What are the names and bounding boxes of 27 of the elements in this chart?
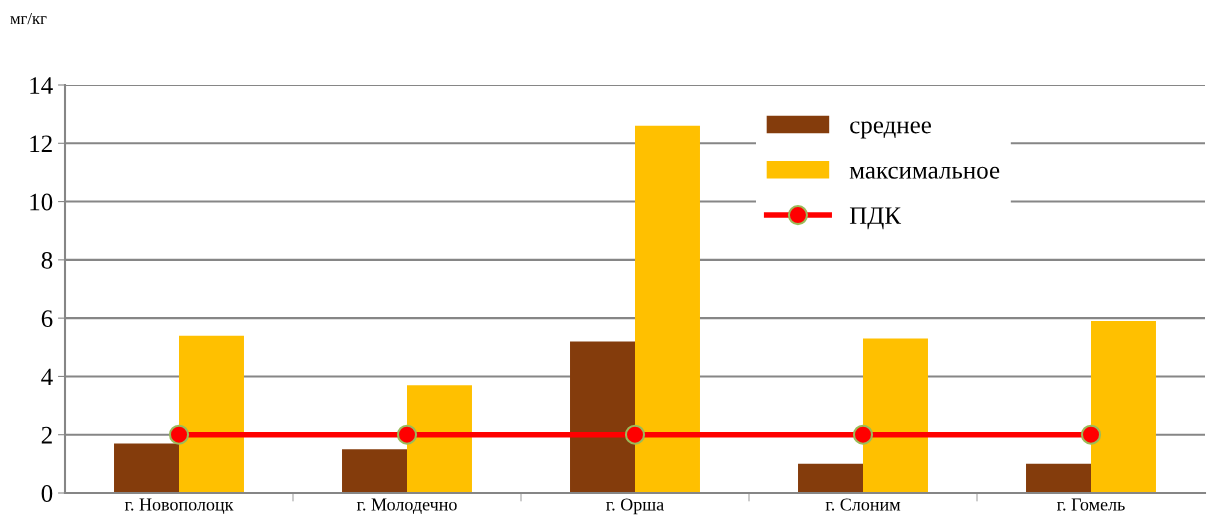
bar [1026, 463, 1091, 493]
bar [798, 463, 863, 493]
bar [114, 443, 179, 493]
x-tick-label: г. Молодечно [356, 498, 457, 514]
y-tick-label: 6 [41, 310, 53, 328]
x-tick-label: г. Гомель [1057, 498, 1125, 511]
bar [1091, 321, 1156, 493]
bar [179, 335, 244, 493]
bar [863, 338, 928, 493]
bar [407, 385, 472, 493]
y-tick-label: 10 [30, 193, 53, 211]
bar [570, 341, 635, 493]
bar [635, 125, 700, 493]
y-tick-label: 0 [41, 485, 53, 502]
bar [342, 449, 407, 493]
y-tick-label: 14 [30, 77, 53, 94]
legend-label: среднее [850, 121, 931, 139]
legend-label: ПДК [849, 207, 902, 230]
legend-label: максимальное [849, 166, 1000, 179]
y-tick-label: 12 [30, 135, 52, 152]
x-tick-label: г. Орша [606, 498, 664, 515]
x-tick-label: г. Слоним [825, 498, 901, 511]
y-tick-label: 8 [41, 251, 53, 269]
y-tick-label: 2 [41, 426, 52, 444]
y-tick-label: 4 [41, 368, 53, 386]
x-tick-label: г. Новополоцк [124, 498, 234, 514]
y-axis-title: мг/кг [10, 13, 47, 25]
